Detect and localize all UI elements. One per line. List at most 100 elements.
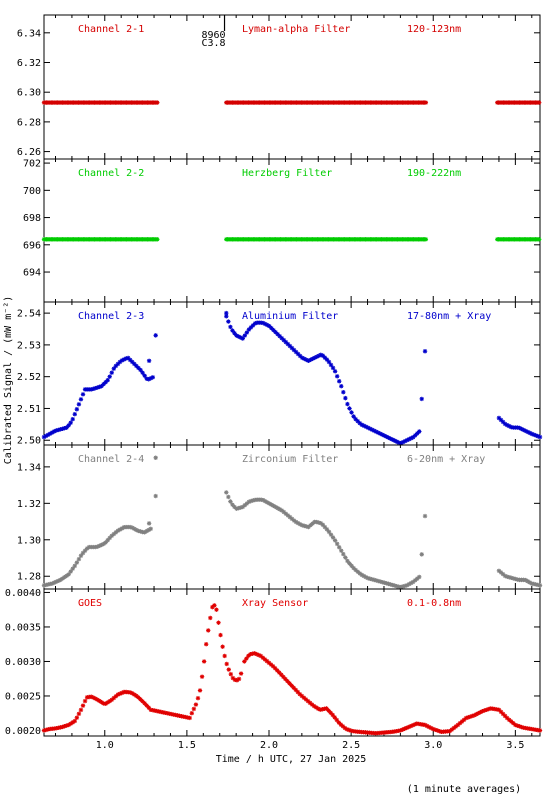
data-point [498, 570, 504, 575]
data-point [299, 693, 305, 699]
panel-channel-2-3: 2.50 2.51 2.52 2.53 2.54 Channel 2-3 Aluminium… [17, 301, 543, 447]
y-tick-label: 2.50 [17, 436, 41, 447]
panel-frame [43, 301, 541, 446]
data-point [311, 703, 317, 709]
data-point [236, 334, 241, 339]
data-point [240, 336, 245, 341]
y-tick-label: 1.30 [17, 535, 41, 546]
data-point [52, 429, 57, 434]
y-axis-label: Calibrated Signal / (mW m⁻²) [3, 296, 14, 465]
data-point [54, 579, 59, 584]
data-point [125, 355, 131, 361]
data-point [189, 711, 195, 716]
data-point [43, 727, 49, 733]
data-point [428, 725, 434, 731]
data-point [263, 321, 268, 327]
data-point [406, 724, 411, 730]
data-point [228, 499, 233, 504]
data-point [72, 412, 77, 417]
data-point [277, 507, 282, 512]
data-point [285, 679, 290, 684]
data-point [103, 701, 108, 706]
data-point [68, 569, 73, 574]
data-point [396, 440, 401, 445]
data-point [305, 698, 311, 704]
data-point [242, 503, 247, 508]
data-point [281, 509, 286, 515]
data-point [349, 563, 354, 568]
data-point [117, 359, 123, 365]
data-point [392, 438, 397, 443]
data-point [273, 504, 278, 510]
data-point [322, 524, 328, 530]
data-point [267, 501, 272, 506]
data-point [291, 347, 297, 353]
panel-channel-label: GOES [78, 598, 102, 609]
data-point [238, 335, 243, 340]
data-point [496, 707, 502, 712]
data-point [70, 720, 75, 725]
data-point [201, 659, 207, 664]
data-point [330, 712, 335, 718]
data-point [351, 565, 356, 571]
data-point [369, 577, 375, 582]
data-point [134, 527, 139, 533]
data-point [302, 523, 307, 529]
data-point [107, 535, 112, 541]
data-point [511, 576, 516, 581]
data-point [291, 518, 297, 523]
data-point [345, 558, 350, 564]
data-point [314, 705, 319, 710]
data-point [84, 546, 90, 551]
data-point [398, 584, 404, 590]
data-point [297, 691, 303, 697]
data-point [509, 575, 514, 581]
data-point [101, 382, 106, 387]
data-point [140, 370, 145, 375]
data-point [244, 501, 250, 506]
data-point [400, 584, 406, 589]
data-point [121, 357, 127, 362]
data-point [334, 717, 339, 723]
y-tick-label: 6.30 [17, 88, 41, 99]
data-point [234, 506, 239, 511]
data-point [210, 604, 215, 610]
data-point [406, 582, 412, 587]
data-point [398, 441, 404, 446]
data-point [459, 719, 465, 724]
data-point [50, 581, 55, 586]
data-point [283, 676, 288, 682]
data-point [513, 576, 518, 582]
data-point [78, 553, 84, 558]
data-point [250, 323, 256, 328]
event-label-bottom: C3.8 [201, 38, 225, 49]
data-point [256, 652, 261, 658]
data-point [341, 551, 346, 557]
data-point [293, 349, 299, 355]
y-tick-label: 0.0040 [5, 588, 41, 599]
panel-channel-2-2: 694 696 698 700 702 Channel 2-2 Herzberg Filte… [23, 158, 542, 303]
data-point [298, 353, 303, 359]
data-point [153, 333, 158, 338]
data-point [346, 727, 352, 733]
data-point [60, 576, 65, 581]
data-point [470, 713, 475, 719]
data-point [97, 384, 102, 390]
x-axis-label: Time / h UTC, 27 Jan 2025 [216, 754, 367, 765]
data-point [342, 725, 348, 731]
data-point [109, 697, 114, 702]
data-point [246, 653, 251, 658]
data-point [234, 678, 240, 683]
data-point [287, 681, 292, 686]
data-point [64, 425, 69, 430]
y-tick-label: 696 [23, 240, 41, 251]
data-point [64, 723, 69, 728]
data-point [252, 321, 258, 326]
data-point [502, 421, 508, 427]
data-point [380, 579, 385, 585]
data-point [415, 431, 420, 436]
panel-frame [43, 14, 541, 160]
data-point [95, 697, 100, 702]
data-point [218, 632, 223, 638]
data-point [250, 498, 256, 503]
